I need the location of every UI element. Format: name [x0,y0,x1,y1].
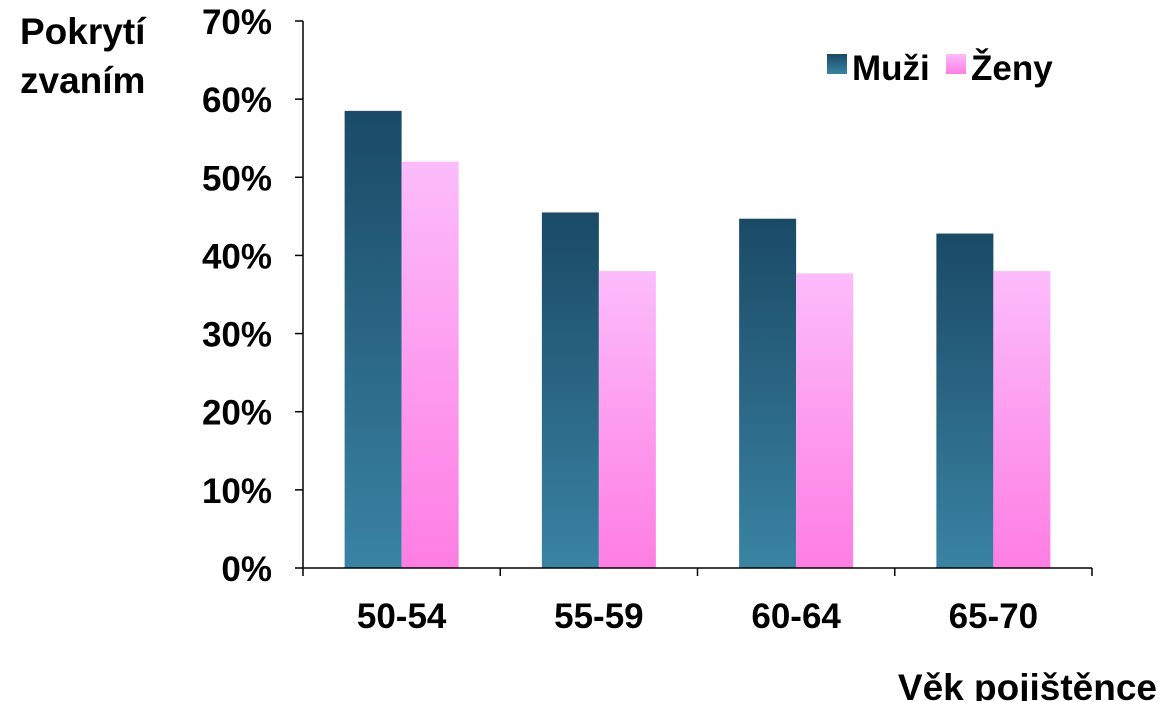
x-tick-label: 50-54 [357,597,447,636]
bar-muži-65-70 [936,233,994,568]
legend-swatch-muzi [827,54,847,74]
x-axis-labels: 50-54 55-59 60-64 65-70 [357,597,1038,636]
bar-ženy-55-59 [598,271,656,568]
y-tick-label: 20% [202,394,272,433]
bar-ženy-65-70 [993,271,1051,568]
y-tick-label: 50% [202,159,272,198]
bar-ženy-50-54 [401,161,459,568]
legend-label-muzi: Muži [852,49,930,88]
x-tick-label: 55-59 [554,597,644,636]
x-tick-label: 65-70 [949,597,1039,636]
y-tick-label: 70% [202,3,272,42]
y-tick-label: 0% [221,550,272,589]
y-axis-title-line1: Pokrytí [20,11,147,52]
y-tick-label: 60% [202,81,272,120]
bars [344,110,1051,569]
bar-muži-60-64 [739,218,797,569]
x-axis-title: Věk pojištěnce [898,667,1157,701]
bar-muži-50-54 [344,110,402,568]
y-axis-ticks: 0% 10% 20% 30% 40% 50% 60% 70% [202,3,303,589]
y-tick-label: 40% [202,237,272,276]
legend-label-zeny: Ženy [971,48,1053,88]
legend: Muži Ženy [827,48,1053,88]
y-axis-title-line2: zvaním [20,60,145,101]
legend-swatch-zeny [946,54,966,74]
y-tick-label: 10% [202,472,272,511]
x-tick-label: 60-64 [751,597,841,636]
bar-muži-55-59 [541,212,599,568]
x-axis-ticks [302,568,1093,576]
bar-ženy-60-64 [796,273,854,568]
y-tick-label: 30% [202,316,272,355]
